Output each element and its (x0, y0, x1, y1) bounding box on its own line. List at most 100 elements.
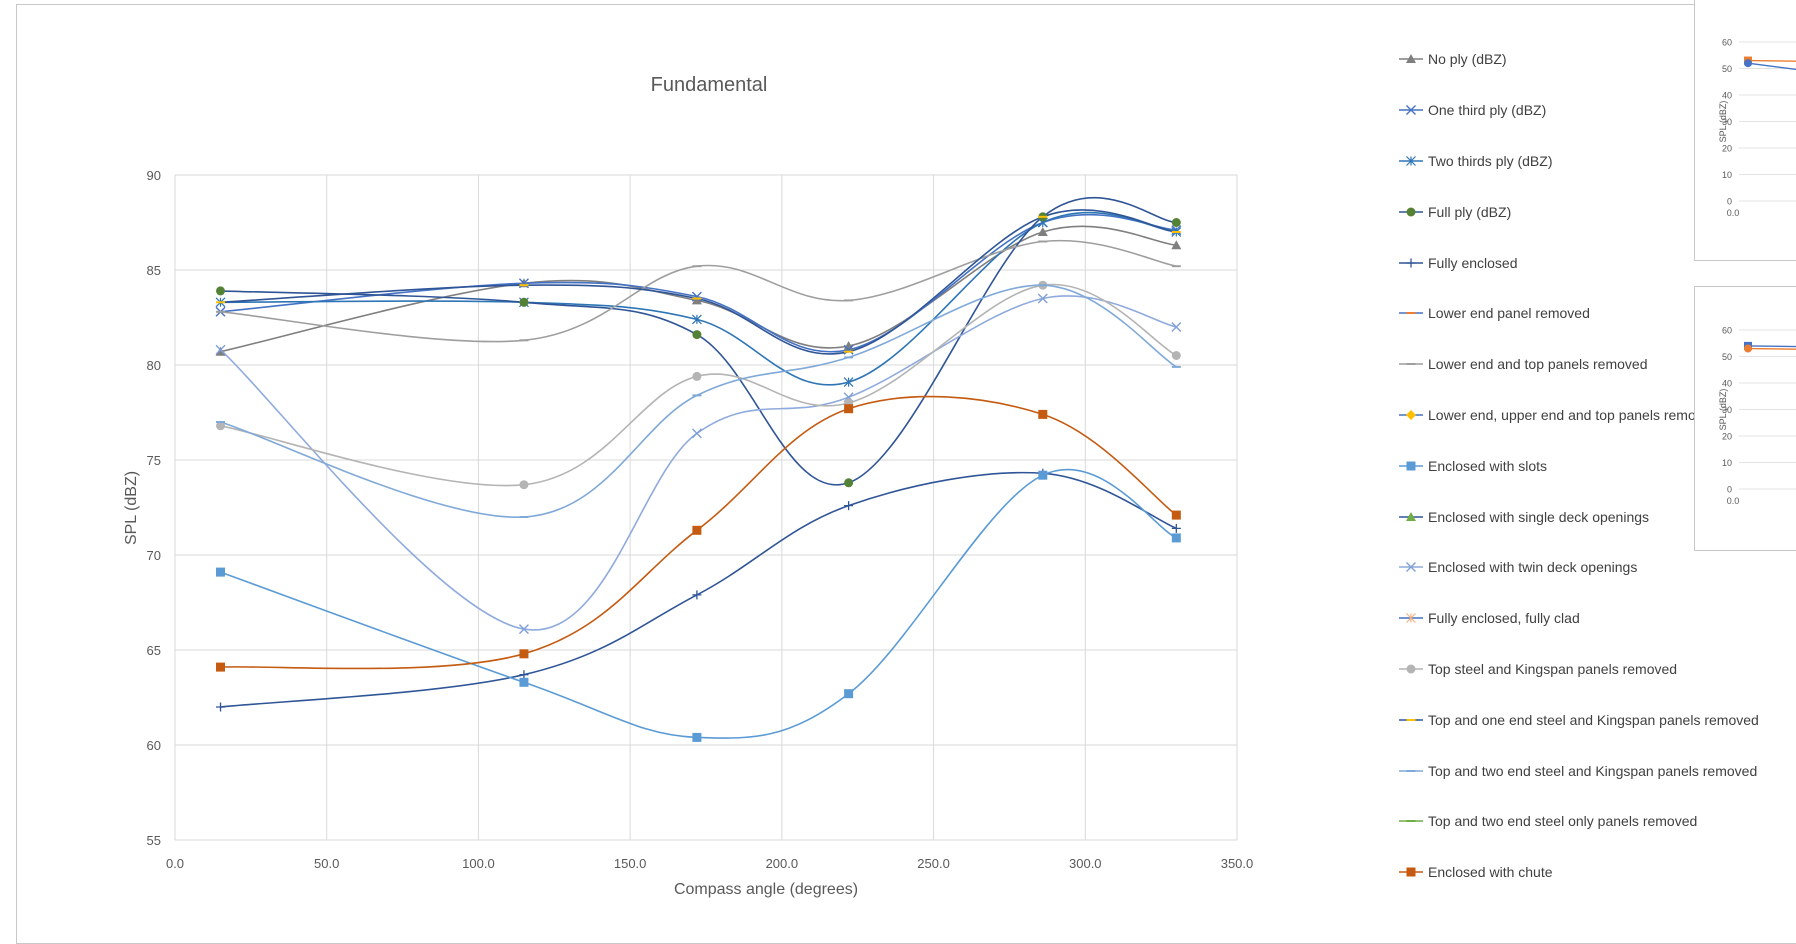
x-tick-label: 350.0 (1221, 856, 1254, 871)
legend-label: Enclosed with chute (1428, 864, 1553, 881)
mini-y-axis-label: SPL (dBZ) (1718, 389, 1728, 431)
legend-label: Top and two end steel and Kingspan panel… (1428, 762, 1758, 779)
data-point (1171, 322, 1182, 332)
legend-swatch-icon (1399, 867, 1423, 877)
data-point (843, 344, 854, 355)
legend-swatch-icon (1399, 409, 1423, 420)
legend-swatch-icon (1399, 363, 1423, 366)
data-point (519, 297, 529, 307)
legend-marker-icon (1406, 511, 1416, 521)
y-tick-label: 70 (147, 548, 161, 563)
legend-marker-icon (1406, 105, 1416, 116)
mini-y-tick-label: 50 (1722, 352, 1732, 362)
legend-item: Top and two end steel and Kingspan panel… (1398, 745, 1778, 796)
legend-label: Enclosed with single deck openings (1428, 508, 1650, 525)
legend-swatch-icon (1399, 312, 1423, 315)
legend-label: Lower end and top panels removed (1428, 356, 1648, 373)
y-tick-label: 65 (147, 643, 161, 658)
mini-y-tick-label: 40 (1722, 91, 1732, 101)
legend-item: Lower end panel removed (1398, 288, 1778, 339)
mini-y-tick-label: 0 (1727, 197, 1732, 207)
legend-item: Lower end, upper end and top panels remo… (1398, 390, 1778, 441)
data-point (691, 314, 702, 325)
data-point (1171, 218, 1181, 227)
mini-y-tick-label: 10 (1722, 458, 1732, 468)
data-point (518, 624, 529, 635)
legend-marker-icon (1406, 562, 1416, 573)
data-point (1171, 240, 1182, 250)
mini-y-axis-label: SPL (dBZ) (1718, 101, 1728, 143)
data-point (691, 295, 702, 305)
mini-y-tick-label: 10 (1722, 170, 1732, 180)
data-point (216, 286, 226, 296)
mini-y-tick-label: 50 (1722, 64, 1732, 74)
mini-y-tick-label: 20 (1722, 144, 1732, 154)
y-axis-label: SPL (dBZ) (123, 471, 140, 545)
data-point (691, 291, 702, 302)
series-line (220, 395, 1177, 670)
series-lines (219, 197, 1177, 739)
legend-marker-icon (1406, 156, 1416, 166)
legend-label: No ply (dBZ) (1428, 51, 1507, 68)
main-chart: Fundamental 0.0 50.0 100.0 150.0 200.0 250.0 3… (123, 74, 1254, 898)
legend-label: Enclosed with twin deck openings (1428, 559, 1638, 576)
mini-series-line (1747, 62, 1796, 71)
legend-swatch-icon (1399, 461, 1423, 471)
legend-item: Enclosed with slots (1398, 440, 1778, 491)
legend-item: Enclosed with twin deck openings (1398, 542, 1778, 593)
chart-title: Fundamental (651, 74, 768, 96)
legend-swatch-icon (1399, 820, 1423, 823)
legend-label: Top and two end steel only panels remove… (1428, 813, 1698, 830)
data-point (519, 480, 529, 490)
mini-data-point (1744, 59, 1752, 68)
x-tick-label: 150.0 (614, 856, 647, 871)
data-point (519, 670, 529, 680)
data-point (844, 501, 854, 511)
legend-item: Lower end and top panels removed (1398, 339, 1778, 390)
mini-data-point (1744, 344, 1752, 353)
series-line (220, 284, 1177, 518)
data-point (692, 590, 702, 600)
legend-marker-icon (1406, 258, 1416, 268)
series-markers (215, 212, 1182, 742)
y-axis-ticks: 55 60 65 70 75 80 85 90 (147, 168, 161, 848)
series-line (220, 283, 1177, 487)
legend-swatch-icon (1399, 511, 1423, 521)
data-point (691, 428, 702, 439)
x-tick-label: 300.0 (1069, 856, 1102, 871)
data-point (519, 677, 529, 687)
x-tick-label: 50.0 (314, 856, 339, 871)
data-point (692, 330, 702, 340)
data-point (1171, 523, 1181, 533)
legend-label: One third ply (dBZ) (1428, 102, 1547, 119)
mini-y-tick-label: 60 (1722, 326, 1732, 336)
data-point (518, 278, 529, 289)
data-point (216, 702, 226, 712)
legend-item: Enclosed with chute (1398, 847, 1778, 898)
mini-x-tick-label: 0.0 (1727, 496, 1740, 506)
legend-marker-icon (1406, 54, 1416, 64)
legend-item: One third ply (dBZ) (1398, 85, 1778, 136)
legend-item: Top and one end steel and Kingspan panel… (1398, 694, 1778, 745)
legend-item: Two thirds ply (dBZ) (1398, 136, 1778, 187)
x-axis-label: Compass angle (degrees) (674, 881, 858, 898)
y-tick-label: 60 (147, 738, 161, 753)
mini-y-tick-label: 0 (1727, 485, 1732, 495)
legend-item: Full ply (dBZ) (1398, 186, 1778, 237)
mini-y-tick-label: 60 (1722, 38, 1732, 48)
data-point (692, 371, 702, 381)
data-point (215, 346, 226, 356)
data-point (843, 377, 854, 388)
legend-item: Top steel and Kingspan panels removed (1398, 644, 1778, 695)
data-point (692, 525, 702, 535)
x-tick-label: 100.0 (462, 856, 495, 871)
legend-label: Enclosed with slots (1428, 457, 1548, 474)
legend-swatch-icon (1399, 718, 1423, 721)
data-point (1171, 533, 1181, 543)
chart-gridlines (174, 174, 1238, 841)
legend-swatch-icon (1399, 54, 1423, 64)
mini-x-tick-label: 0.0 (1727, 208, 1740, 218)
mini-series-line (1747, 345, 1796, 348)
data-point (844, 689, 854, 699)
legend-label: Top and one end steel and Kingspan panel… (1428, 711, 1759, 728)
